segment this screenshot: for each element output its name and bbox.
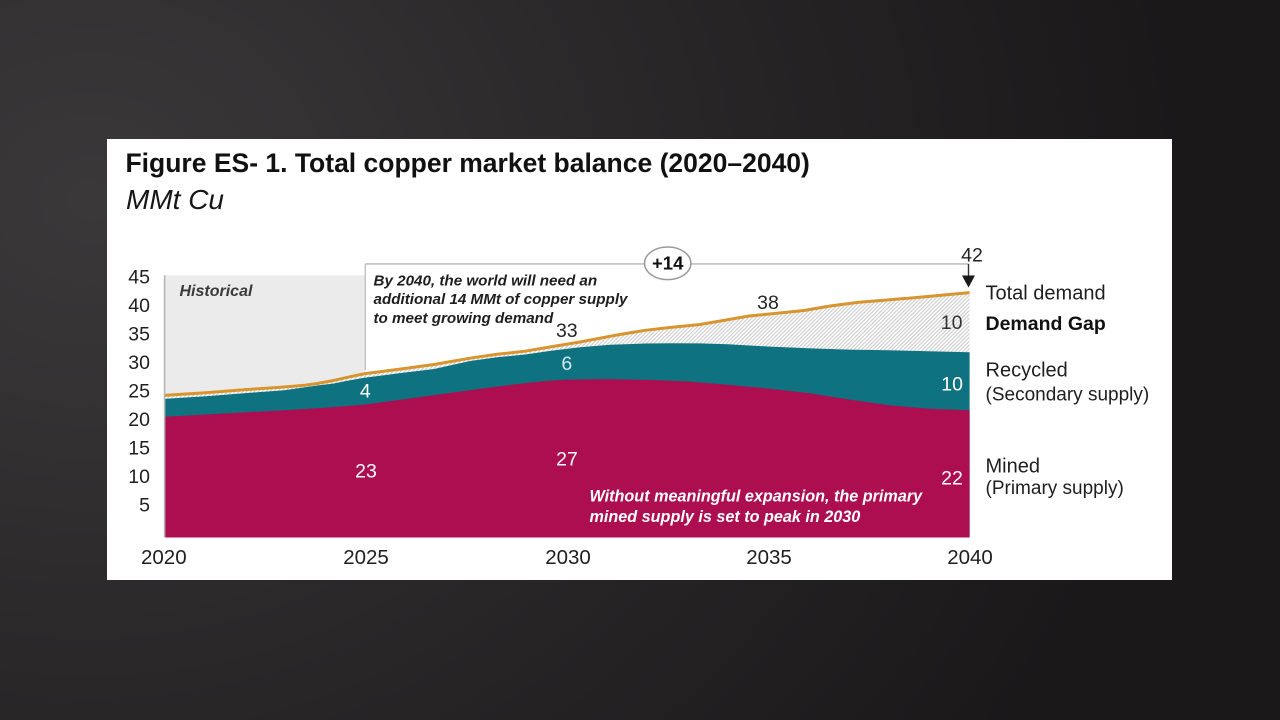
svg-text:20: 20 bbox=[128, 409, 150, 431]
svg-text:Historical: Historical bbox=[180, 283, 253, 300]
svg-text:Mined: Mined bbox=[986, 456, 1040, 478]
svg-text:27: 27 bbox=[556, 449, 578, 471]
svg-text:MMt Cu: MMt Cu bbox=[126, 184, 224, 215]
svg-text:15: 15 bbox=[128, 438, 150, 460]
svg-text:2040: 2040 bbox=[947, 546, 993, 569]
svg-text:Demand Gap: Demand Gap bbox=[986, 313, 1106, 335]
svg-text:23: 23 bbox=[355, 461, 377, 483]
svg-text:(Secondary supply): (Secondary supply) bbox=[986, 385, 1150, 406]
svg-text:additional 14 MMt of copper su: additional 14 MMt of copper supply bbox=[374, 291, 630, 308]
svg-text:6: 6 bbox=[561, 353, 572, 375]
svg-text:33: 33 bbox=[556, 320, 578, 342]
svg-text:2025: 2025 bbox=[343, 546, 389, 569]
svg-text:42: 42 bbox=[961, 245, 983, 267]
svg-text:Without meaningful expansion,: Without meaningful expansion, the primar… bbox=[590, 488, 924, 506]
svg-text:to meet growing demand: to meet growing demand bbox=[374, 310, 554, 327]
svg-text:35: 35 bbox=[128, 324, 150, 346]
svg-text:45: 45 bbox=[128, 267, 150, 289]
svg-text:38: 38 bbox=[757, 292, 779, 314]
svg-text:(Primary supply): (Primary supply) bbox=[986, 478, 1124, 499]
svg-text:30: 30 bbox=[128, 352, 150, 374]
svg-text:10: 10 bbox=[941, 312, 963, 334]
svg-text:10: 10 bbox=[128, 466, 150, 488]
svg-text:2035: 2035 bbox=[746, 546, 792, 569]
svg-text:25: 25 bbox=[128, 381, 150, 403]
svg-text:2030: 2030 bbox=[545, 546, 591, 569]
svg-text:Figure ES- 1. Total copper mar: Figure ES- 1. Total copper market balanc… bbox=[126, 148, 810, 178]
svg-text:By 2040, the world will need a: By 2040, the world will need an bbox=[374, 273, 598, 290]
svg-text:10: 10 bbox=[941, 373, 963, 395]
svg-text:Total demand: Total demand bbox=[986, 283, 1106, 305]
svg-text:mined supply is set to peak in: mined supply is set to peak in 2030 bbox=[590, 508, 861, 526]
svg-text:Recycled: Recycled bbox=[986, 360, 1068, 382]
svg-text:2020: 2020 bbox=[141, 546, 187, 569]
svg-text:5: 5 bbox=[139, 495, 150, 517]
svg-text:+14: +14 bbox=[652, 253, 684, 274]
svg-text:4: 4 bbox=[360, 381, 371, 403]
svg-text:22: 22 bbox=[941, 468, 963, 490]
svg-text:40: 40 bbox=[128, 295, 150, 317]
